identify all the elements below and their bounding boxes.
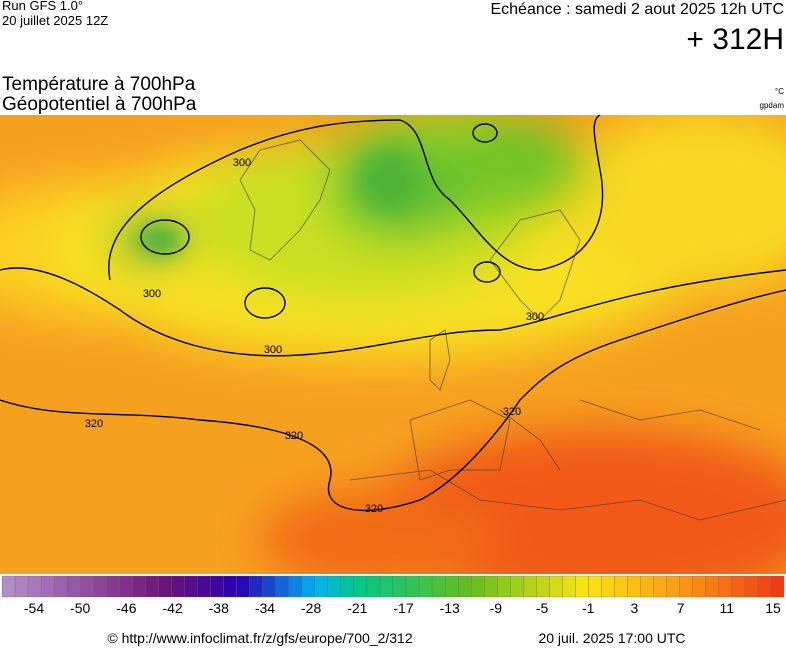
colorbar-swatch bbox=[366, 575, 381, 598]
colorbar-swatch bbox=[119, 575, 133, 598]
colorbar-swatch bbox=[171, 575, 185, 598]
colorbar-label: -1 bbox=[582, 600, 595, 616]
colorbar-swatch bbox=[27, 575, 42, 598]
colorbar-swatch bbox=[731, 575, 746, 598]
colorbar-swatch bbox=[392, 575, 407, 598]
contour-label: 320 bbox=[85, 418, 103, 430]
colorbar-swatch bbox=[249, 575, 263, 598]
colorbar-swatch bbox=[379, 575, 394, 598]
footer-generated: 20 juil. 2025 17:00 UTC bbox=[538, 630, 685, 646]
colorbar-swatch bbox=[236, 575, 250, 598]
colorbar-swatch bbox=[601, 575, 615, 598]
title-geopotential: Géopotentiel à 700hPa bbox=[2, 94, 197, 115]
colorbar-swatch bbox=[301, 575, 315, 598]
unit-temperature: °C bbox=[775, 87, 784, 96]
colorbar-label: -9 bbox=[490, 600, 503, 616]
colorbar-swatch bbox=[314, 575, 328, 598]
colorbar-swatch bbox=[327, 575, 342, 598]
contour-label: 300 bbox=[143, 288, 161, 300]
colorbar-swatch bbox=[53, 575, 68, 598]
contour-label: 300 bbox=[264, 344, 282, 356]
colorbar-swatch bbox=[497, 575, 511, 598]
colorbar-swatch bbox=[67, 575, 81, 598]
colorbar-label: -46 bbox=[116, 600, 136, 616]
colorbar-swatch bbox=[14, 575, 29, 598]
footer-source: © http://www.infoclimat.fr/z/gfs/europe/… bbox=[107, 630, 412, 646]
colorbar-swatch bbox=[562, 575, 576, 598]
colorbar-swatch bbox=[718, 575, 733, 598]
colorbar-swatch bbox=[770, 575, 785, 598]
colorbar-swatch bbox=[275, 575, 289, 598]
colorbar-swatch bbox=[705, 575, 719, 598]
colorbar-swatch bbox=[692, 575, 706, 598]
colorbar-swatch bbox=[523, 575, 537, 598]
colorbar-swatch bbox=[184, 575, 198, 598]
colorbar-label: 3 bbox=[631, 600, 639, 616]
contour-label: 320 bbox=[503, 406, 521, 418]
lead-time: + 312H bbox=[686, 23, 784, 56]
colorbar-swatch bbox=[458, 575, 472, 598]
colorbar-swatch bbox=[614, 575, 628, 598]
colorbar-swatch bbox=[262, 575, 276, 598]
colorbar-label: -28 bbox=[301, 600, 321, 616]
colorbar-label: 15 bbox=[765, 600, 781, 616]
colorbar-swatch bbox=[627, 575, 641, 598]
colorbar-swatch bbox=[510, 575, 524, 598]
colorbar-swatch bbox=[679, 575, 693, 598]
title-temperature: Température à 700hPa bbox=[2, 74, 196, 95]
colorbar-swatch bbox=[210, 575, 224, 598]
colorbar: -54 -50 -46 -42 -38 -34 -28 -21 -17 -13 -9 -5 -1 3 7 11… bbox=[1, 575, 785, 616]
colorbar-swatch bbox=[549, 575, 563, 598]
colorbar-label: 7 bbox=[677, 600, 685, 616]
contour-label: 320 bbox=[285, 430, 303, 442]
colorbar-swatch bbox=[444, 575, 459, 598]
contour-label: 300 bbox=[233, 157, 251, 169]
colorbar-label: -21 bbox=[347, 600, 367, 616]
colorbar-swatch bbox=[484, 575, 498, 598]
colorbar-swatch bbox=[418, 575, 433, 598]
colorbar-swatch bbox=[653, 575, 667, 598]
colorbar-label: -5 bbox=[536, 600, 549, 616]
colorbar-swatch bbox=[132, 575, 146, 598]
unit-geopotential: gpdam bbox=[760, 101, 785, 110]
colorbar-label: 11 bbox=[720, 600, 735, 616]
colorbar-swatch bbox=[757, 575, 772, 598]
colorbar-label: -38 bbox=[209, 600, 229, 616]
colorbar-label: -17 bbox=[393, 600, 413, 616]
colorbar-swatch bbox=[340, 575, 355, 598]
colorbar-swatch bbox=[744, 575, 759, 598]
colorbar-swatch bbox=[575, 575, 589, 598]
colorbar-label: -13 bbox=[440, 600, 460, 616]
map bbox=[0, 115, 786, 574]
contour-label: 300 bbox=[526, 311, 544, 323]
colorbar-swatch bbox=[1, 575, 16, 598]
colorbar-swatch bbox=[93, 575, 107, 598]
colorbar-swatch bbox=[640, 575, 654, 598]
colorbar-swatch bbox=[353, 575, 368, 598]
colorbar-swatch bbox=[197, 575, 211, 598]
colorbar-swatch bbox=[223, 575, 237, 598]
run-date: 20 juillet 2025 12Z bbox=[2, 13, 108, 28]
colorbar-swatch bbox=[145, 575, 159, 598]
colorbar-swatch bbox=[106, 575, 120, 598]
colorbar-swatch bbox=[471, 575, 485, 598]
valid-time: Echéance : samedi 2 aout 2025 12h UTC bbox=[490, 1, 784, 18]
colorbar-swatch bbox=[666, 575, 680, 598]
contour-label: 320 bbox=[365, 503, 383, 515]
contour-labels: 300 300 300 300 320 320 320 320 bbox=[85, 157, 544, 515]
colorbar-swatch bbox=[588, 575, 602, 598]
colorbar-label: -34 bbox=[255, 600, 275, 616]
colorbar-label: -42 bbox=[162, 600, 182, 616]
colorbar-swatch bbox=[40, 575, 55, 598]
colorbar-label: -54 bbox=[24, 600, 44, 616]
colorbar-swatch bbox=[431, 575, 446, 598]
colorbar-swatch bbox=[405, 575, 420, 598]
colorbar-swatch bbox=[80, 575, 94, 598]
colorbar-swatch bbox=[288, 575, 302, 598]
run: Run GFS 1.0° bbox=[2, 0, 83, 13]
colorbar-label: -50 bbox=[70, 600, 90, 616]
colorbar-swatch bbox=[536, 575, 550, 598]
colorbar-swatch bbox=[158, 575, 172, 598]
